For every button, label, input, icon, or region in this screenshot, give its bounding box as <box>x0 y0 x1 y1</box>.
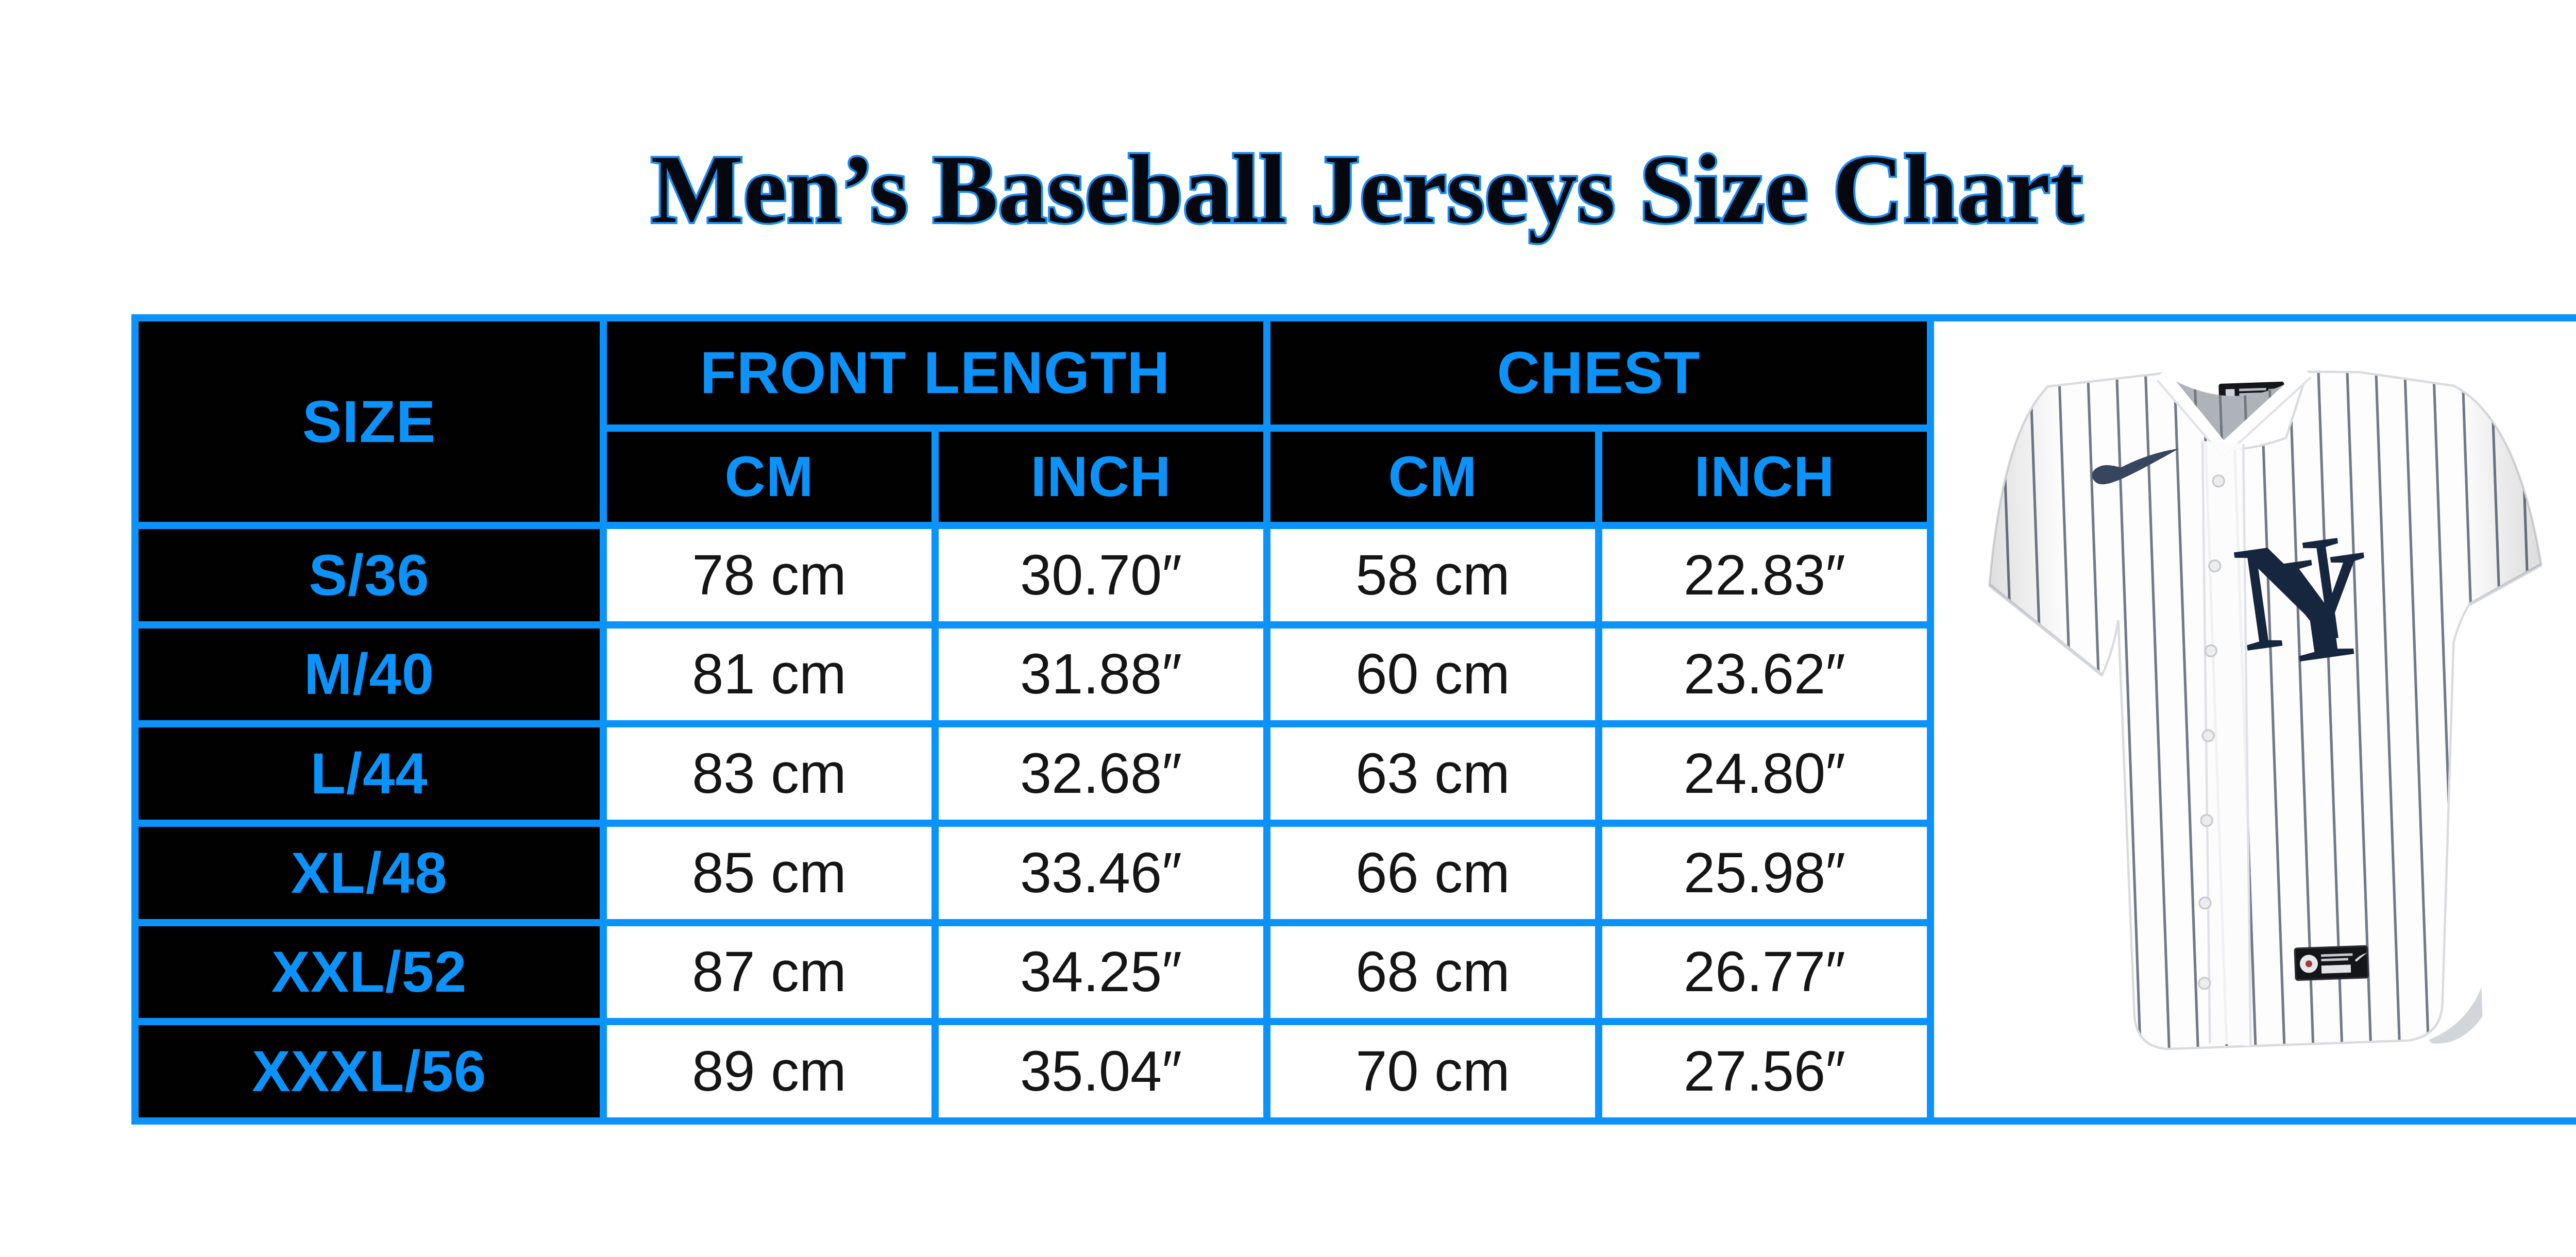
jersey-panel: N Y <box>1934 321 2576 1117</box>
data-cell: 58 cm <box>1270 529 1595 621</box>
size-label-cell: XL/48 <box>139 827 600 919</box>
size-chart-table: SIZE FRONT LENGTH CHEST <box>131 314 2576 1125</box>
data-cell: 87 cm <box>607 926 931 1018</box>
size-label-cell: XXL/52 <box>139 926 600 1018</box>
data-cell: 24.80″ <box>1602 727 1927 820</box>
data-cell: 81 cm <box>607 628 931 721</box>
data-cell: 68 cm <box>1270 926 1595 1018</box>
data-cell: 34.25″ <box>939 926 1263 1018</box>
data-cell: 23.62″ <box>1602 628 1927 721</box>
jersey-vneck-opening <box>2161 371 2308 448</box>
data-cell: 35.04″ <box>939 1025 1263 1117</box>
data-cell: 66 cm <box>1270 827 1595 919</box>
size-label-cell: XXXL/56 <box>139 1025 600 1117</box>
subheader-front-cm: CM <box>607 432 931 522</box>
data-cell: 31.88″ <box>939 628 1263 721</box>
header-cell-chest: CHEST <box>1270 321 1927 424</box>
data-cell: 30.70″ <box>939 529 1263 621</box>
size-label-cell: M/40 <box>139 628 600 721</box>
data-cell: 83 cm <box>607 727 931 820</box>
data-cell: 60 cm <box>1270 628 1595 721</box>
jersey-group: N Y <box>1988 367 2543 1050</box>
jersey-shading <box>1989 371 2541 1049</box>
header-cell-size: SIZE <box>139 321 600 522</box>
jersey-image: N Y <box>1988 367 2543 1050</box>
subheader-chest-cm: CM <box>1270 432 1595 522</box>
jersey-back-hem <box>2429 987 2482 1044</box>
data-cell: 32.68″ <box>939 727 1263 820</box>
page-title: Men’s Baseball Jerseys Size Chart <box>649 133 2084 246</box>
data-cell: 33.46″ <box>939 827 1263 919</box>
subheader-chest-inch: INCH <box>1602 432 1927 522</box>
data-cell: 78 cm <box>607 529 931 621</box>
header-cell-front-length: FRONT LENGTH <box>607 321 1263 424</box>
sleeve-hem-right <box>2468 563 2542 606</box>
data-cell: 70 cm <box>1270 1025 1595 1117</box>
data-cell: 26.77″ <box>1602 926 1927 1018</box>
page-title-text: Men’s Baseball Jerseys Size Chart <box>651 135 2082 244</box>
subheader-front-inch: INCH <box>939 432 1263 522</box>
data-cell: 63 cm <box>1270 727 1595 820</box>
data-cell: 22.83″ <box>1602 529 1927 621</box>
size-label-cell: L/44 <box>139 727 600 820</box>
size-label-cell: S/36 <box>139 529 600 621</box>
data-cell: 85 cm <box>607 827 931 919</box>
data-cell: 89 cm <box>607 1025 931 1117</box>
data-cell: 27.56″ <box>1602 1025 1927 1117</box>
data-cell: 25.98″ <box>1602 827 1927 919</box>
